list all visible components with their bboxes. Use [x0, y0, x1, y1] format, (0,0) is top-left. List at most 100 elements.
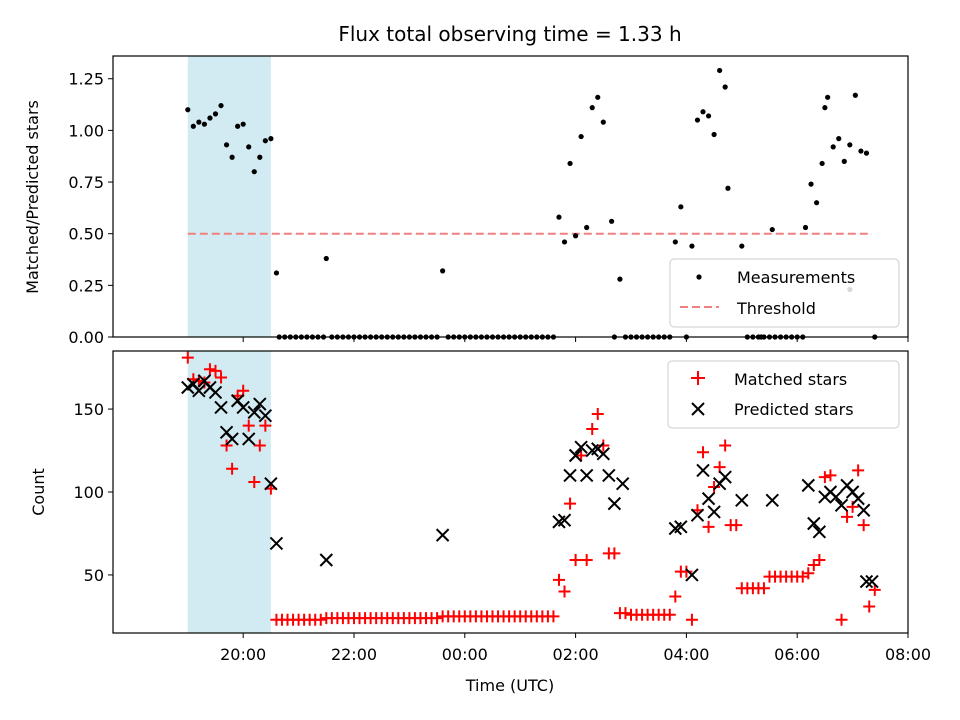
matched-star-point [547, 610, 560, 623]
bottom-legend: Matched stars Predicted stars [667, 360, 900, 429]
top-axes-frame [112, 55, 909, 338]
x-tick-label: 02:00 [553, 645, 599, 664]
measurement-point [323, 255, 329, 262]
measurement-point [196, 119, 202, 125]
matched-star-point [248, 476, 261, 489]
ratio-panel: 0.00 0.25 0.50 0.75 1.00 1.25 Matched/Predict… [23, 55, 909, 347]
predicted-star-point [851, 491, 865, 506]
x-tick-label: 00:00 [442, 645, 488, 664]
bottom-axes-frame [112, 350, 909, 634]
matched-star-point [708, 481, 721, 494]
measurement-point [711, 131, 717, 138]
top-y-ticks: 0.00 0.25 0.50 0.75 1.00 1.25 [68, 70, 113, 347]
predicted-star-point [192, 384, 206, 398]
measurement-point [561, 239, 568, 245]
measurement-point [201, 121, 208, 127]
predicted-star-point [258, 408, 273, 423]
predicted-star-point [247, 405, 261, 420]
measurement-point [819, 160, 825, 167]
predicted-star-point [707, 505, 721, 519]
measurement-point [268, 136, 274, 142]
measurement-point [246, 144, 252, 150]
predicted-star-point [829, 490, 843, 504]
count-panel: 50 100 150 20:00 22:00 00:00 02:00 04:00 06:00 0… [29, 350, 931, 695]
bottom-y-axis-label: Count [29, 468, 48, 516]
matched-star-point [730, 519, 743, 532]
measurement-point [863, 150, 870, 156]
measurement-point [584, 224, 590, 231]
matched-star-point [226, 462, 239, 475]
predicted-star-point [319, 553, 334, 567]
measurement-point [725, 185, 731, 191]
predicted-star-point [242, 432, 256, 446]
x-axis-label: Time (UTC) [465, 676, 554, 695]
matched-star-point [569, 554, 582, 567]
matched-star-point [852, 464, 865, 477]
bottom-y-ticks: 50 100 150 [73, 400, 113, 585]
measurement-point [567, 160, 573, 167]
measurement-point [212, 111, 219, 117]
measurement-point [858, 148, 864, 154]
legend-matched-label: Matched stars [734, 370, 847, 389]
predicted-star-point [696, 463, 710, 478]
measurement-point [617, 276, 623, 282]
top-legend-box [669, 258, 900, 328]
predicted-star-point [557, 513, 572, 527]
predicted-star-point [718, 470, 732, 484]
matched-star-point [192, 374, 205, 387]
matched-star-point [431, 612, 444, 625]
measurement-point [600, 119, 606, 125]
x-tick-label: 04:00 [663, 645, 709, 664]
measurement-point [440, 268, 446, 274]
measurement-point [841, 158, 847, 164]
matched-star-point [868, 583, 881, 596]
matched-star-point [580, 554, 593, 567]
matched-star-point [702, 520, 715, 533]
matched-star-point [669, 590, 682, 603]
x-tick-label: 22:00 [331, 645, 377, 664]
predicted-star-point [596, 447, 611, 461]
measurement-point [207, 115, 213, 121]
measurement-point [595, 94, 601, 100]
observing-window-highlight-bottom [187, 351, 271, 633]
measurement-point [257, 154, 263, 160]
predicted-star-point [269, 536, 284, 551]
predicted-star-point [856, 503, 871, 517]
matched-star-point [841, 510, 854, 523]
matched-star-point [209, 364, 222, 377]
predicted-stars-points [181, 374, 879, 589]
predicted-star-point [834, 498, 849, 512]
legend-predicted-marker [691, 402, 705, 416]
matched-star-point [818, 471, 831, 484]
top-y-tick-label: 1.00 [68, 121, 104, 140]
predicted-star-point [225, 432, 239, 446]
matched-star-point [220, 439, 233, 452]
x-tick-label: 08:00 [885, 645, 931, 664]
measurement-point [847, 142, 853, 148]
matched-star-point [619, 607, 632, 620]
predicted-star-point [208, 385, 223, 400]
measurement-point [802, 224, 809, 231]
measurement-point [229, 154, 235, 160]
predicted-star-point [435, 528, 450, 542]
predicted-star-point [801, 478, 815, 493]
predicted-star-point [765, 493, 779, 508]
matched-star-point [802, 567, 815, 580]
predicted-star-point [563, 468, 577, 483]
predicted-star-point [214, 400, 228, 415]
matched-star-point [259, 419, 272, 432]
predicted-star-point [812, 525, 827, 539]
matched-star-point [719, 439, 732, 452]
measurement-point [223, 142, 230, 148]
measurement-point [240, 121, 246, 127]
x-tick-label: 20:00 [220, 645, 266, 664]
predicted-star-point [574, 440, 588, 454]
matched-star-point [552, 573, 565, 586]
top-y-tick-label: 0.50 [68, 225, 104, 244]
predicted-star-point [579, 468, 594, 483]
predicted-star-point [674, 520, 688, 534]
measurement-point [185, 107, 191, 113]
bottom-x-ticks: 20:00 22:00 00:00 02:00 04:00 06:00 08:00 [220, 633, 931, 664]
measurement-point [717, 67, 723, 74]
measurement-point [722, 84, 728, 90]
